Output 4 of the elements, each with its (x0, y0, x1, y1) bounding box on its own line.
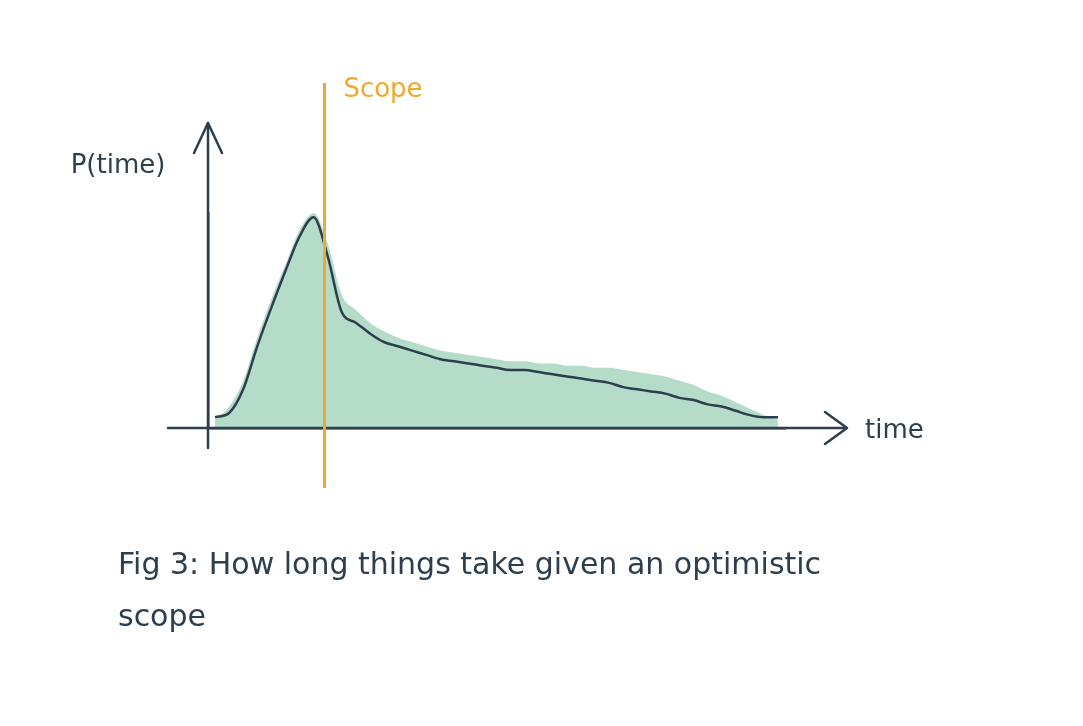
text: Scope (343, 73, 423, 103)
caption: Fig 3: How long things take given an optimistic scope (118, 545, 823, 635)
x-axis-title: time (865, 414, 924, 444)
y-axis-title: P(time) (70, 149, 166, 179)
